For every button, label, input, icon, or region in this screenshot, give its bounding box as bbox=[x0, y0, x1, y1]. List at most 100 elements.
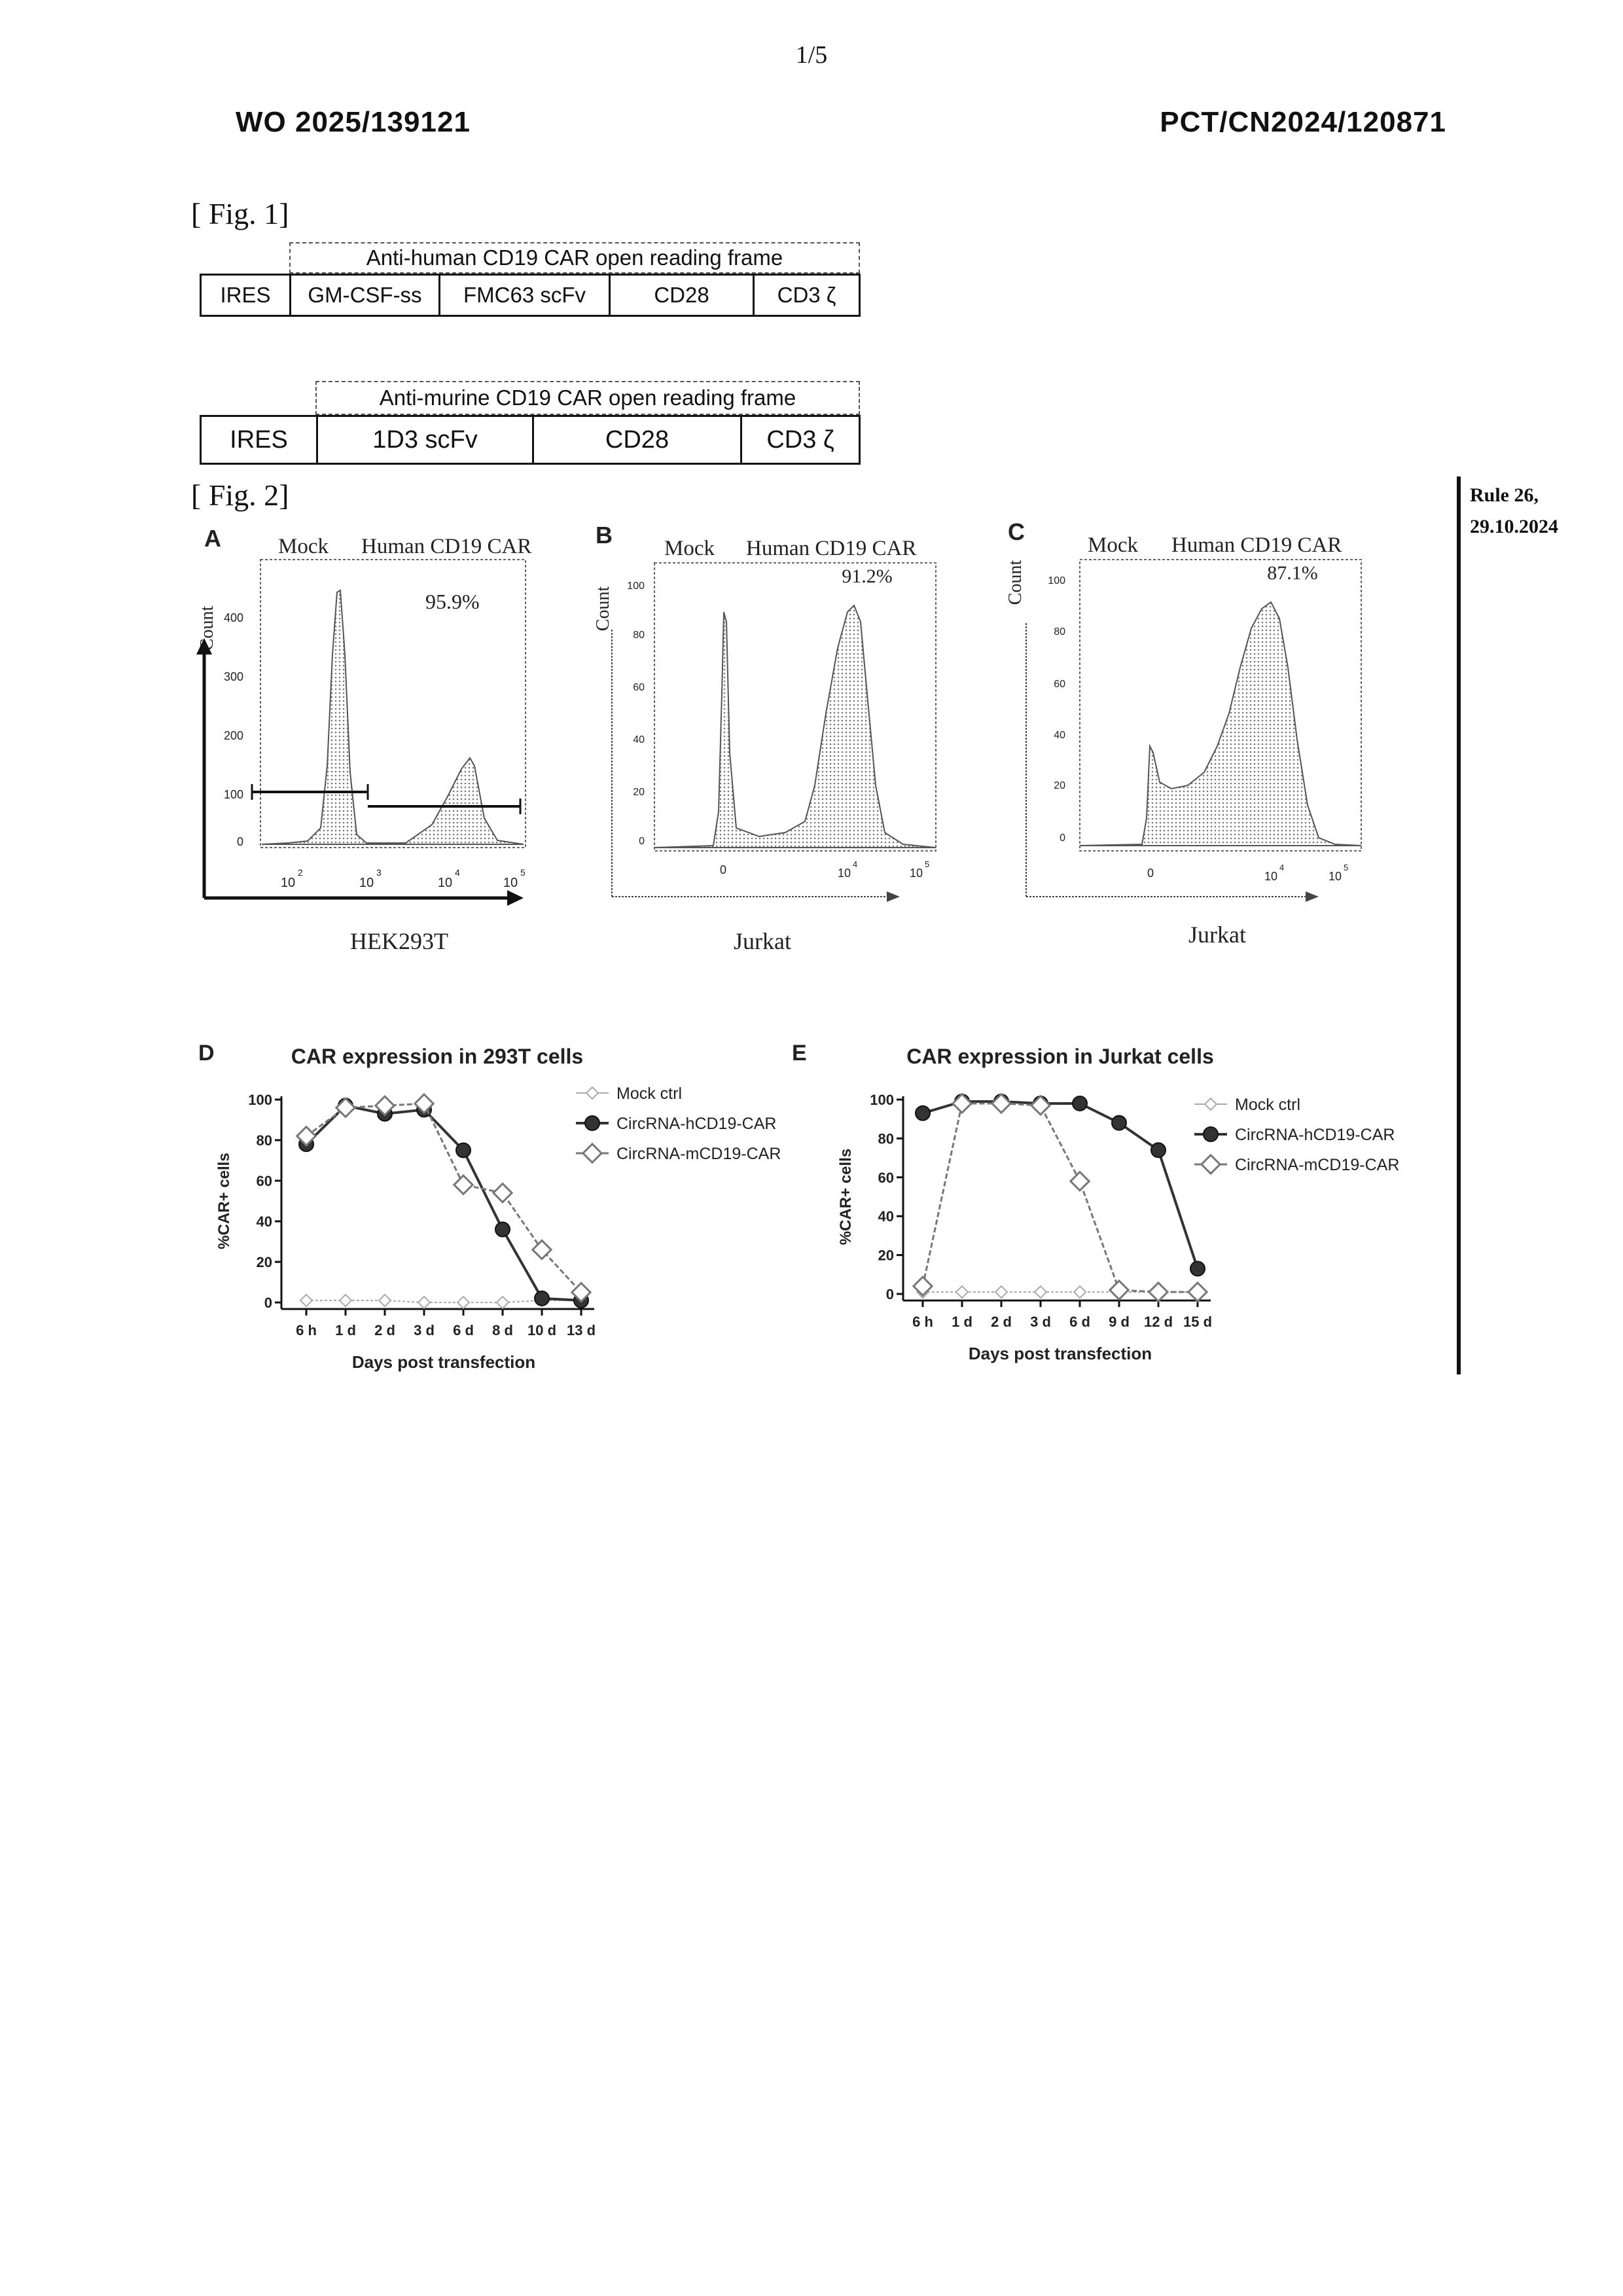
chart-x-tick-label: 6 h bbox=[912, 1314, 933, 1330]
chart-y-tick-label: 40 bbox=[878, 1208, 894, 1225]
chart-x-tick-label: 10 d bbox=[527, 1322, 556, 1338]
data-point bbox=[457, 1297, 469, 1308]
data-point bbox=[1035, 1286, 1046, 1298]
chart-x-tick-label: 6 h bbox=[296, 1322, 317, 1338]
data-point bbox=[535, 1291, 549, 1306]
panel-c-ytick-40: 40 bbox=[1054, 730, 1065, 741]
chart-y-tick-label: 20 bbox=[878, 1247, 894, 1264]
data-point bbox=[1071, 1172, 1089, 1191]
series-line bbox=[923, 1102, 1198, 1268]
data-point bbox=[495, 1222, 510, 1236]
panel-c-ytick-20: 20 bbox=[1054, 780, 1065, 791]
chart-y-tick-label: 100 bbox=[870, 1092, 894, 1108]
chart-panel-letter: D bbox=[198, 1041, 215, 1066]
panel-a-ytick-300: 300 bbox=[224, 670, 243, 683]
data-point bbox=[1112, 1116, 1126, 1130]
panel-a-frame bbox=[260, 560, 526, 848]
data-point bbox=[992, 1094, 1010, 1113]
legend-label: Mock ctrl bbox=[1235, 1096, 1300, 1114]
data-point bbox=[497, 1297, 508, 1308]
chart-xlabel: Days post transfection bbox=[352, 1352, 535, 1372]
panel-c-xtick-2: 10 bbox=[1264, 870, 1277, 883]
panel-b-mock-label: Mock bbox=[664, 537, 715, 560]
panel-b-percent: 91.2% bbox=[842, 565, 893, 587]
panel-a-xtick-1-exp: 2 bbox=[298, 867, 303, 878]
panel-a-cell-label: HEK293T bbox=[350, 928, 448, 954]
panel-c-cell-label: Jurkat bbox=[1188, 922, 1246, 948]
data-point bbox=[1188, 1283, 1207, 1301]
panel-c: C Mock Human CD19 CAR 87.1% Count 100 80… bbox=[1005, 518, 1361, 948]
chart-title: CAR expression in 293T cells bbox=[291, 1045, 583, 1068]
panel-a-xtick-2-exp: 3 bbox=[376, 867, 382, 878]
chart-x-tick-label: 2 d bbox=[991, 1314, 1012, 1330]
panel-b-ytick-40: 40 bbox=[633, 734, 645, 745]
legend-label: CircRNA-hCD19-CAR bbox=[616, 1115, 776, 1133]
chart-xlabel: Days post transfection bbox=[969, 1344, 1152, 1363]
panel-b-ytick-80: 80 bbox=[633, 630, 645, 641]
chart-y-tick-label: 80 bbox=[878, 1130, 894, 1147]
chart-x-tick-label: 1 d bbox=[335, 1322, 356, 1338]
data-point bbox=[533, 1240, 551, 1259]
panel-a-xtick-2: 10 bbox=[359, 876, 374, 890]
legend-marker bbox=[586, 1087, 598, 1099]
chart-ylabel: %CAR+ cells bbox=[215, 1153, 233, 1249]
panel-b-ytick-20: 20 bbox=[633, 787, 645, 798]
panel-a-percent: 95.9% bbox=[425, 590, 480, 613]
legend-label: CircRNA-hCD19-CAR bbox=[1235, 1126, 1395, 1144]
chart-y-tick-label: 20 bbox=[257, 1254, 272, 1270]
chart-x-tick-label: 9 d bbox=[1109, 1314, 1130, 1330]
legend-marker bbox=[585, 1116, 599, 1130]
data-point bbox=[956, 1286, 968, 1298]
data-point bbox=[340, 1295, 351, 1306]
data-point bbox=[916, 1106, 930, 1121]
panel-c-xtick-1: 0 bbox=[1147, 867, 1154, 880]
chart-ylabel: %CAR+ cells bbox=[837, 1149, 855, 1245]
chart-y-tick-label: 80 bbox=[257, 1132, 272, 1149]
panel-c-ytick-100: 100 bbox=[1048, 575, 1065, 586]
panel-b-xtick-2: 10 bbox=[838, 867, 851, 880]
chart-y-tick-label: 60 bbox=[257, 1173, 272, 1189]
chart-x-tick-label: 2 d bbox=[374, 1322, 395, 1338]
panel-b-car-label: Human CD19 CAR bbox=[746, 537, 916, 560]
panel-a-ylabel: Count bbox=[197, 606, 217, 651]
panel-a-ytick-400: 400 bbox=[224, 611, 243, 624]
panel-a-xtick-4: 10 bbox=[503, 876, 518, 890]
data-point bbox=[995, 1286, 1007, 1298]
panel-c-xtick-2-exp: 4 bbox=[1279, 863, 1284, 872]
data-point bbox=[1190, 1261, 1205, 1276]
panel-c-ylabel: Count bbox=[1005, 560, 1026, 605]
chart-x-tick-label: 8 d bbox=[492, 1322, 513, 1338]
panel-b-xtick-1: 0 bbox=[720, 863, 726, 876]
panel-b: B Mock Human CD19 CAR 91.2% Count 100 80… bbox=[593, 522, 936, 954]
panel-b-ytick-100: 100 bbox=[627, 581, 645, 592]
legend-label: Mock ctrl bbox=[616, 1085, 682, 1103]
chart-y-tick-label: 60 bbox=[878, 1170, 894, 1186]
panel-a-mock-label: Mock bbox=[278, 535, 329, 558]
panel-a-ytick-0: 0 bbox=[237, 835, 243, 848]
panel-a-car-label: Human CD19 CAR bbox=[361, 535, 531, 558]
panel-a-xtick-4-exp: 5 bbox=[520, 867, 526, 878]
data-point bbox=[493, 1183, 512, 1202]
data-point bbox=[454, 1175, 473, 1194]
legend-label: CircRNA-mCD19-CAR bbox=[1235, 1156, 1399, 1174]
data-point bbox=[1074, 1286, 1086, 1298]
data-point bbox=[1073, 1096, 1087, 1111]
data-point bbox=[953, 1094, 971, 1113]
panel-b-xtick-2-exp: 4 bbox=[853, 859, 857, 869]
chart-e: ECAR expression in Jurkat cells020406080… bbox=[792, 1041, 1399, 1363]
panel-b-ylabel: Count bbox=[593, 586, 613, 632]
panel-c-histogram bbox=[1080, 602, 1361, 846]
chart-panel-letter: E bbox=[792, 1041, 807, 1066]
chart-d: DCAR expression in 293T cells02040608010… bbox=[198, 1041, 781, 1372]
chart-y-tick-label: 100 bbox=[248, 1092, 272, 1108]
panel-c-xtick-3: 10 bbox=[1329, 870, 1342, 883]
chart-x-tick-label: 3 d bbox=[414, 1322, 435, 1338]
panel-b-ytick-0: 0 bbox=[639, 836, 645, 847]
panel-b-ytick-60: 60 bbox=[633, 682, 645, 693]
chart-y-tick-label: 0 bbox=[886, 1286, 894, 1302]
panel-c-mock-label: Mock bbox=[1088, 533, 1138, 557]
panel-a-xtick-1: 10 bbox=[281, 876, 295, 890]
panel-a: A Mock Human CD19 CAR 95.9% Count 400 30… bbox=[196, 525, 531, 954]
panel-c-xtick-3-exp: 5 bbox=[1344, 863, 1348, 872]
